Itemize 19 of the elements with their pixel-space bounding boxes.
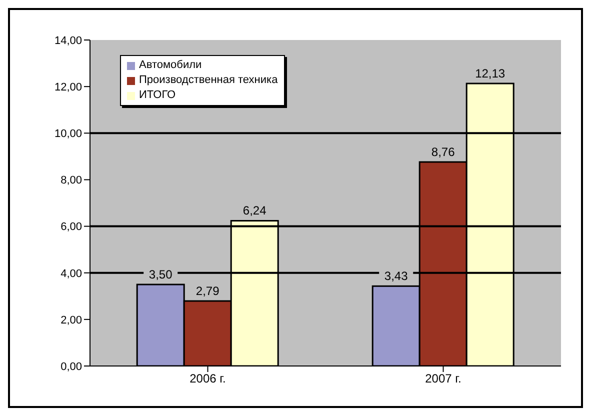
x-tick-label: 2007 г. [425, 372, 462, 386]
y-tick-label: 0,00 [60, 360, 82, 373]
data-label: 8,76 [431, 145, 456, 160]
legend-label: Автомобили [139, 58, 202, 73]
legend-label: ИТОГО [139, 88, 176, 103]
y-tick-label: 8,00 [60, 174, 82, 187]
y-tick-label: 4,00 [60, 268, 82, 280]
data-label: 3,50 [148, 268, 173, 282]
y-tick-label: 2,00 [60, 314, 82, 326]
y-tick-label: 10,00 [54, 128, 82, 140]
data-label: 12,13 [475, 66, 506, 81]
data-label: 3,43 [384, 269, 408, 284]
y-tick-label: 6,00 [60, 221, 82, 234]
y-tick-label: 14,00 [54, 34, 82, 47]
legend-label: Производственная техника [139, 73, 278, 88]
data-label: 6,24 [242, 204, 267, 218]
data-label: 2,79 [196, 284, 220, 298]
y-tick-label: 12,00 [54, 81, 82, 94]
x-tick-label: 2006 г. [190, 372, 226, 386]
